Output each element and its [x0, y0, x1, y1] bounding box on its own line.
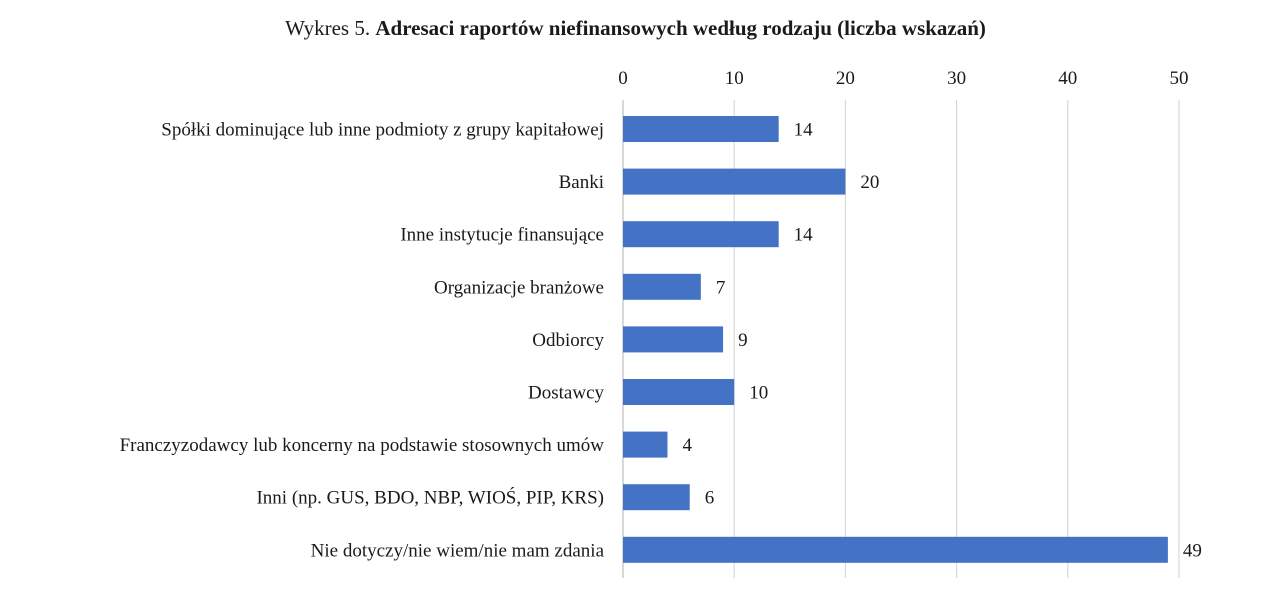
- category-label-9: Nie dotyczy/nie wiem/nie mam zdania: [311, 540, 605, 561]
- data-label-8: 6: [705, 488, 715, 509]
- x-tick-label-20: 20: [836, 68, 855, 89]
- chart-title-prefix: Wykres 5.: [285, 16, 371, 40]
- chart-title-main: Adresaci raportów niefinansowych według …: [375, 16, 986, 40]
- bar-9: [623, 536, 1168, 563]
- category-label-5: Odbiorcy: [532, 330, 604, 351]
- category-label-8: Inni (np. GUS, BDO, NBP, WIOŚ, PIP, KRS): [256, 487, 604, 509]
- data-label-1: 14: [794, 120, 814, 141]
- data-label-6: 10: [749, 383, 768, 404]
- x-tick-label-50: 50: [1170, 68, 1189, 89]
- x-axis-ticks: 0 10 20 30 40 50: [618, 68, 1188, 89]
- data-label-2: 20: [860, 172, 879, 193]
- category-label-3: Inne instytucje finansujące: [400, 225, 604, 246]
- bar-3: [623, 221, 779, 248]
- data-label-3: 14: [794, 225, 814, 246]
- data-label-4: 7: [716, 277, 726, 298]
- category-label-4: Organizacje branżowe: [434, 277, 604, 298]
- data-label-7: 4: [682, 435, 692, 456]
- category-labels: Spółki dominujące lub inne podmioty z gr…: [120, 120, 605, 562]
- category-label-7: Franczyzodawcy lub koncerny na podstawie…: [120, 435, 605, 456]
- bar-8: [623, 484, 690, 511]
- bar-7: [623, 431, 668, 458]
- category-label-6: Dostawcy: [528, 383, 604, 404]
- data-label-5: 9: [738, 330, 748, 351]
- data-labels: 14 20 14 7 9 10 4 6 49: [682, 120, 1201, 562]
- category-label-2: Banki: [559, 172, 604, 193]
- x-tick-label-0: 0: [618, 68, 628, 89]
- bar-4: [623, 273, 701, 300]
- x-tick-label-30: 30: [947, 68, 966, 89]
- bar-1: [623, 116, 779, 142]
- bar-2: [623, 168, 846, 195]
- bar-6: [623, 379, 735, 405]
- x-tick-label-10: 10: [725, 68, 744, 89]
- bar-5: [623, 326, 724, 353]
- bars: [623, 116, 1168, 563]
- data-label-9: 49: [1183, 540, 1202, 561]
- category-label-1: Spółki dominujące lub inne podmioty z gr…: [161, 120, 604, 141]
- x-tick-label-40: 40: [1058, 68, 1077, 89]
- chart-title: Wykres 5. Adresaci raportów niefinansowy…: [0, 16, 1271, 41]
